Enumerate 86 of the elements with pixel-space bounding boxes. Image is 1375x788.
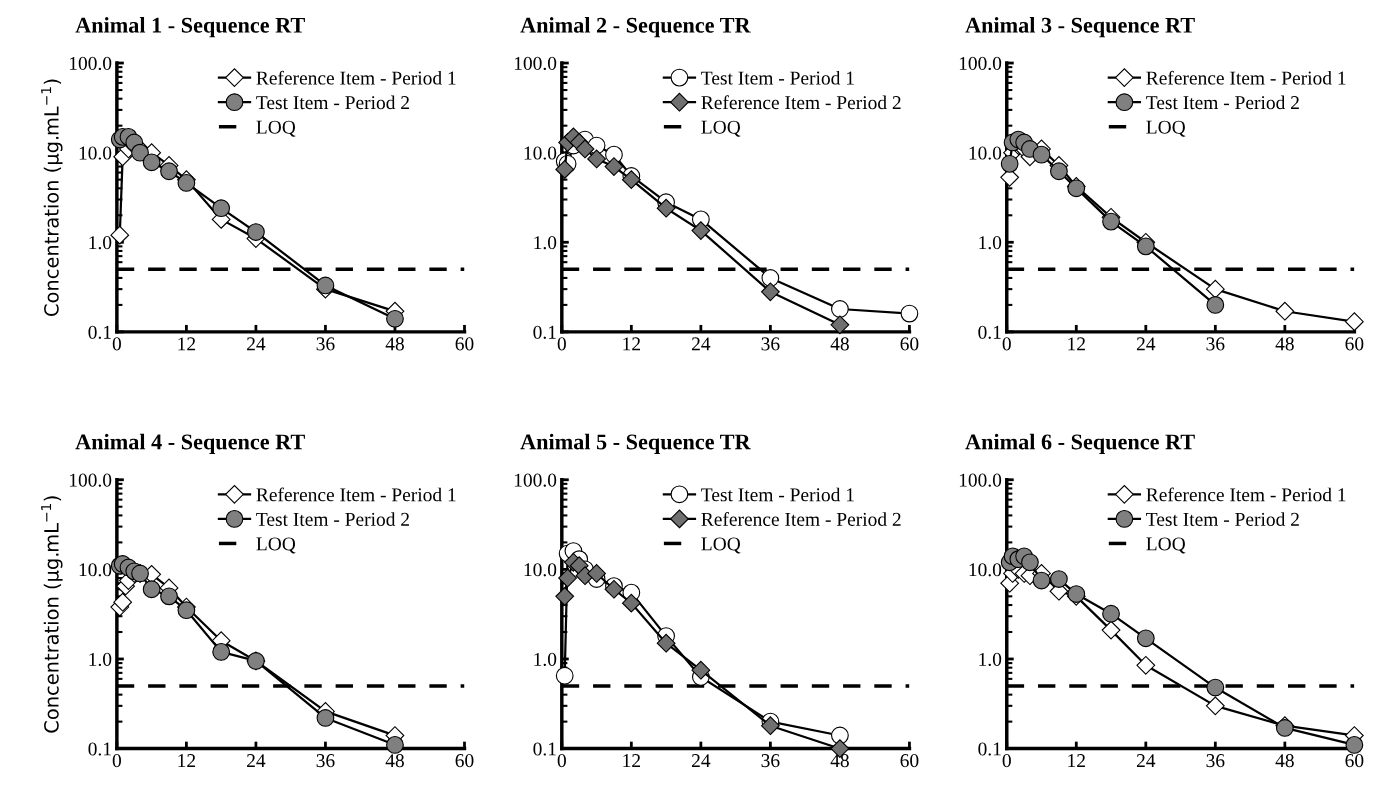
y-tick-label: 0.1 (88, 325, 111, 339)
x-tick-label: 60 (900, 754, 919, 768)
y-tick-label: 0.1 (88, 742, 111, 756)
legend-label: Reference Item - Period 2 (701, 95, 901, 110)
x-tick-label: 24 (1136, 754, 1156, 767)
chart-title: Animal 5 - Sequence TR (520, 433, 751, 454)
x-tick-label: 48 (385, 337, 404, 351)
y-tick-label: 10.0 (79, 146, 112, 160)
y-tick-label: 100.0 (69, 473, 112, 487)
x-tick-label: 60 (900, 337, 919, 351)
legend-label: Test Item - Period 2 (1146, 512, 1299, 526)
x-tick-label: 36 (761, 754, 780, 768)
x-tick-label: 0 (112, 754, 121, 768)
y-tick-label: 100.0 (514, 473, 557, 487)
y-tick-label: 0.1 (978, 742, 1001, 756)
y-tick-label: 1.0 (89, 236, 112, 250)
x-tick-label: 0 (557, 337, 566, 351)
y-tick-label: 100.0 (959, 56, 1002, 71)
legend-label: LOQ (1146, 120, 1186, 137)
x-tick-label: 36 (316, 754, 335, 768)
x-tick-label: 12 (178, 337, 196, 351)
y-tick-label: 100.0 (959, 473, 1002, 487)
x-tick-label: 24 (692, 754, 711, 767)
x-tick-label: 60 (455, 337, 474, 351)
legend-label: LOQ (256, 120, 296, 137)
y-tick-label: 100.0 (514, 56, 557, 71)
x-tick-label: 0 (1002, 337, 1011, 351)
x-tick-label: 24 (247, 754, 266, 767)
chart-title: Animal 2 - Sequence TR (520, 17, 751, 38)
legend-label: Test Item - Period 1 (701, 70, 854, 85)
y-tick-label: 1.0 (534, 236, 557, 250)
y-tick-label: 0.1 (978, 325, 1001, 339)
legend-label: Reference Item - Period 1 (256, 70, 456, 85)
legend-label: Reference Item - Period 1 (1146, 487, 1346, 502)
y-tick-label: 10.0 (79, 563, 112, 577)
y-tick-label: 1.0 (89, 652, 112, 667)
chart-title: Animal 4 - Sequence RT (75, 433, 305, 454)
x-tick-label: 48 (385, 754, 404, 768)
x-tick-label: 60 (1345, 337, 1364, 351)
chart-title: Animal 6 - Sequence RT (965, 433, 1195, 454)
chart-title: Animal 1 - Sequence RT (75, 17, 305, 38)
x-tick-label: 0 (112, 337, 121, 351)
y-tick-label: 10.0 (969, 146, 1002, 160)
legend-label: Reference Item - Period 1 (1146, 70, 1346, 85)
y-tick-label: 1.0 (534, 652, 557, 667)
legend-label: Test Item - Period 2 (256, 512, 409, 526)
x-tick-label: 24 (692, 337, 711, 351)
legend-label: LOQ (701, 120, 741, 137)
y-tick-label: 10.0 (524, 146, 557, 160)
x-tick-label: 36 (316, 337, 335, 351)
x-tick-label: 48 (1275, 337, 1294, 351)
y-tick-label: 100.0 (69, 56, 112, 71)
y-tick-label: 10.0 (524, 563, 557, 577)
x-tick-label: 60 (455, 754, 474, 768)
y-tick-label: 1.0 (979, 652, 1002, 667)
legend-label: Reference Item - Period 2 (701, 512, 901, 526)
legend-label: LOQ (1146, 537, 1186, 554)
legend-label: Test Item - Period 2 (256, 95, 409, 110)
x-tick-label: 48 (1275, 754, 1294, 768)
x-tick-label: 36 (761, 337, 780, 351)
x-tick-label: 60 (1345, 754, 1364, 768)
y-tick-label: 1.0 (979, 236, 1002, 250)
x-tick-label: 36 (1206, 754, 1225, 768)
x-tick-label: 24 (247, 337, 266, 351)
x-tick-label: 12 (1068, 754, 1085, 767)
x-tick-label: 48 (830, 754, 849, 768)
x-tick-label: 48 (830, 337, 849, 351)
y-axis-title: Concentration (µg.mL$^{−1}$) (41, 496, 63, 733)
y-tick-label: 10.0 (969, 563, 1002, 577)
chart-title: Animal 3 - Sequence RT (965, 17, 1195, 38)
x-tick-label: 0 (557, 754, 566, 768)
x-tick-label: 12 (1068, 337, 1085, 351)
y-tick-label: 0.1 (533, 742, 556, 756)
x-tick-label: 12 (178, 754, 196, 767)
x-tick-label: 36 (1206, 337, 1225, 351)
x-tick-label: 24 (1136, 337, 1156, 351)
legend-label: Test Item - Period 2 (1146, 95, 1299, 110)
legend-label: Test Item - Period 1 (701, 487, 854, 502)
x-tick-label: 0 (1002, 754, 1011, 768)
x-tick-label: 12 (623, 337, 640, 351)
y-axis-title: Concentration (µg.mL$^{−1}$) (41, 79, 63, 316)
legend-label: Reference Item - Period 1 (256, 487, 456, 502)
x-tick-label: 12 (623, 754, 640, 767)
legend-label: LOQ (701, 537, 741, 554)
legend-label: LOQ (256, 537, 296, 554)
y-tick-label: 0.1 (533, 325, 556, 339)
